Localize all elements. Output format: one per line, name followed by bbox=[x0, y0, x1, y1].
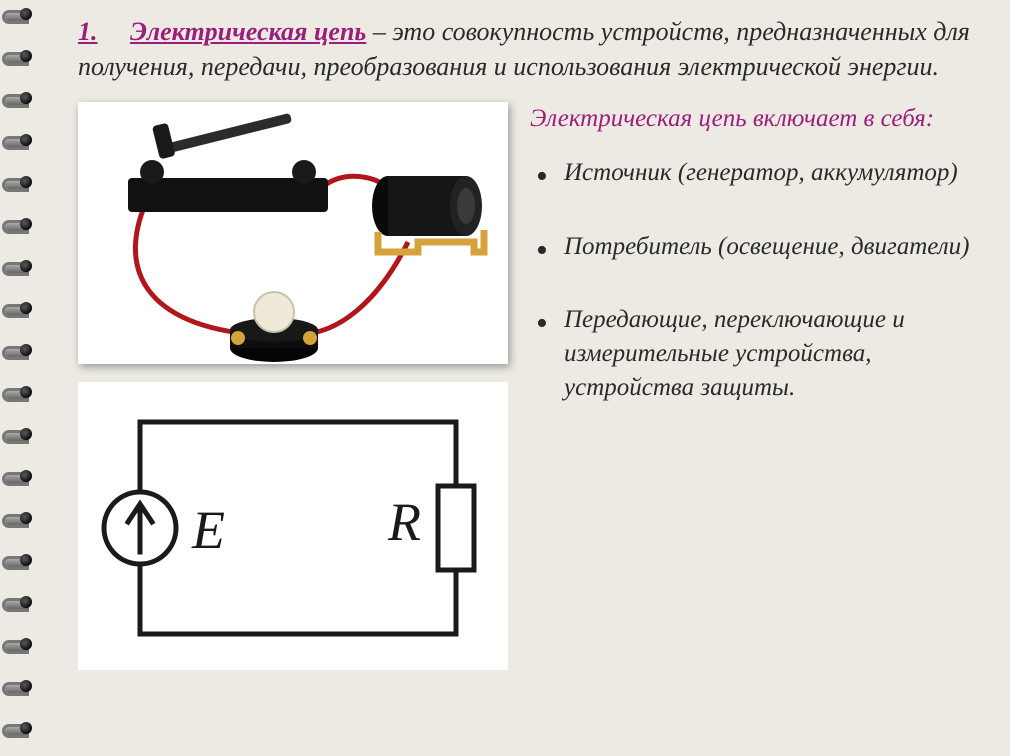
definition-term: Электрическая цепь bbox=[130, 17, 366, 46]
spiral-ring bbox=[2, 720, 32, 736]
spiral-binding bbox=[0, 0, 34, 756]
switch-lever bbox=[164, 113, 293, 154]
lamp-bulb bbox=[254, 292, 294, 332]
wire-right bbox=[300, 242, 408, 334]
circuit-photo-svg bbox=[78, 102, 508, 364]
battery-cap-inner bbox=[457, 188, 475, 224]
spiral-ring bbox=[2, 426, 32, 442]
lamp-terminal-left bbox=[231, 331, 245, 345]
spiral-ring bbox=[2, 678, 32, 694]
circuit-photo bbox=[78, 102, 508, 364]
switch-handle bbox=[152, 123, 176, 160]
spiral-ring bbox=[2, 342, 32, 358]
components-list: Источник (генератор, аккумулятор) Потреб… bbox=[530, 156, 986, 405]
slide-page: 1. Электрическая цепь – это совокупность… bbox=[34, 0, 1010, 756]
sch-label-e: E bbox=[191, 500, 225, 560]
spiral-ring bbox=[2, 216, 32, 232]
spiral-ring bbox=[2, 6, 32, 22]
spiral-ring bbox=[2, 384, 32, 400]
spiral-ring bbox=[2, 552, 32, 568]
list-item: Передающие, переключающие и измерительны… bbox=[530, 303, 986, 404]
definition-paragraph: 1. Электрическая цепь – это совокупность… bbox=[78, 14, 986, 84]
list-heading: Электрическая цепь включает в себя: bbox=[530, 102, 986, 136]
spiral-ring bbox=[2, 258, 32, 274]
definition-number: 1. bbox=[78, 17, 98, 46]
schematic-svg: E R bbox=[78, 382, 508, 670]
right-column: Электрическая цепь включает в себя: Исто… bbox=[530, 102, 986, 670]
circuit-schematic: E R bbox=[78, 382, 508, 670]
spiral-ring bbox=[2, 636, 32, 652]
list-item: Источник (генератор, аккумулятор) bbox=[530, 156, 986, 190]
sch-label-r: R bbox=[387, 492, 421, 552]
sch-resistor bbox=[438, 486, 474, 570]
spiral-ring bbox=[2, 48, 32, 64]
spiral-ring bbox=[2, 132, 32, 148]
left-column: E R bbox=[78, 102, 508, 670]
wire-left bbox=[135, 198, 248, 334]
spiral-ring bbox=[2, 468, 32, 484]
spiral-ring bbox=[2, 300, 32, 316]
list-item: Потребитель (освещение, двигатели) bbox=[530, 230, 986, 264]
lamp-terminal-right bbox=[303, 331, 317, 345]
switch-post-right bbox=[292, 160, 316, 184]
spiral-ring bbox=[2, 594, 32, 610]
spiral-ring bbox=[2, 174, 32, 190]
body-row: E R Электрическая цепь включает в себя: … bbox=[78, 102, 986, 670]
spiral-ring bbox=[2, 90, 32, 106]
switch-base bbox=[128, 178, 328, 212]
spiral-ring bbox=[2, 510, 32, 526]
switch-post-left bbox=[140, 160, 164, 184]
